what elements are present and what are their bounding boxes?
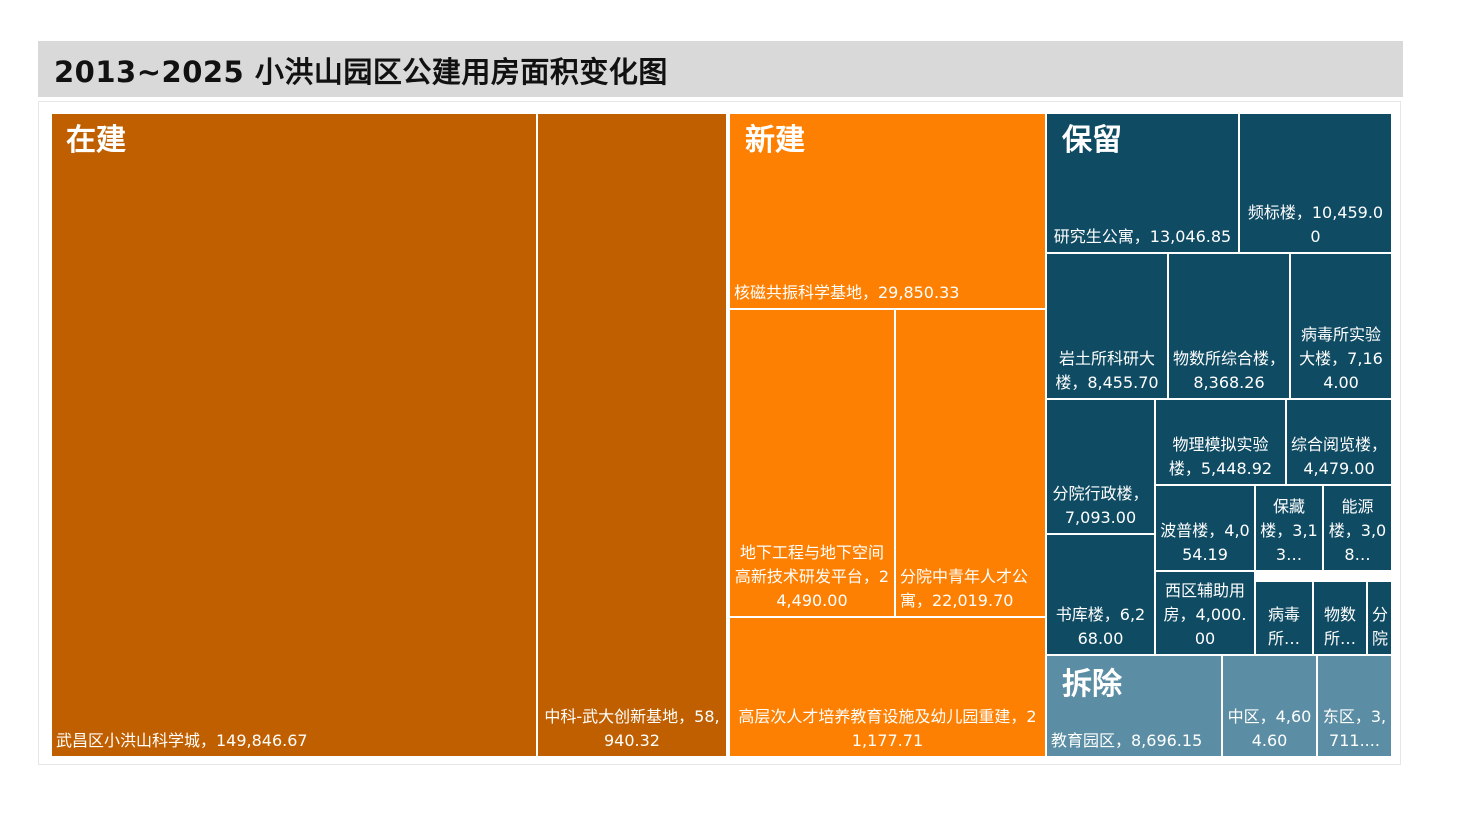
group-label-在建: 在建: [66, 123, 126, 158]
treemap-tile-书库楼: 书库楼，6,268.00: [1046, 534, 1155, 655]
treemap-tile-综合阅览楼: 综合阅览楼，4,479.00: [1286, 399, 1392, 485]
treemap-tile-分院中青年人才公寓: 分院中青年人才公寓，22,019.70: [895, 309, 1046, 617]
tile-label: 武昌区小洪山科学城，149,846.67: [56, 731, 308, 750]
treemap-tile-武昌区小洪山科学城: 武昌区小洪山科学城，149,846.67: [51, 113, 537, 757]
treemap-tile-频标楼: 频标楼，10,459.00: [1239, 113, 1392, 253]
tile-label: 高层次人才培养教育设施及幼儿园重建，21,177.71: [738, 707, 1037, 750]
treemap-tile-病毒所: 病毒所…: [1255, 581, 1313, 655]
tile-label: 西区辅助用房，4,000.00: [1163, 581, 1247, 648]
tile-label: 中区，4,604.60: [1227, 707, 1312, 750]
tile-label: 分院中青年人才公寓，22,019.70: [900, 567, 1029, 610]
chart-frame: 武昌区小洪山科学城，149,846.67 中科-武大创新基地，58,940.32 在…: [38, 101, 1401, 765]
treemap-tile-中科-武大创新基地: 中科-武大创新基地，58,940.32: [537, 113, 727, 757]
treemap-tile-分院行政楼: 分院行政楼，7,093.00: [1046, 399, 1155, 534]
tile-label: 中科-武大创新基地，58,940.32: [544, 707, 720, 750]
tile-label: 综合阅览楼，4,479.00: [1291, 435, 1388, 478]
treemap-tile-中区: 中区，4,604.60: [1222, 655, 1317, 757]
tile-label: 频标楼，10,459.00: [1247, 203, 1384, 246]
tile-label: 分院: [1372, 605, 1389, 648]
treemap-tile-岩土所科研大楼: 岩土所科研大楼，8,455.70: [1046, 253, 1168, 399]
tile-label: 能源楼，3,08…: [1328, 497, 1387, 564]
group-label-保留: 保留: [1062, 123, 1122, 158]
treemap-tile-东区: 东区，3,711....: [1317, 655, 1392, 757]
tile-label: 病毒所实验大楼，7,164.00: [1299, 325, 1383, 392]
title-bar: 2013~2025 小洪山园区公建用房面积变化图: [38, 41, 1403, 97]
tile-label: 病毒所…: [1267, 605, 1300, 648]
tile-label: 书库楼，6,268.00: [1055, 605, 1146, 648]
chart-title: 2013~2025 小洪山园区公建用房面积变化图: [54, 55, 668, 89]
tile-label: 研究生公寓，13,046.85: [1053, 227, 1232, 246]
treemap-tile-保藏楼: 保藏楼，3,13…: [1255, 485, 1323, 571]
tile-label: 物理模拟实验楼，5,448.92: [1168, 435, 1273, 478]
treemap-tile-能源楼: 能源楼，3,08…: [1323, 485, 1392, 571]
treemap-tile-波普楼: 波普楼，4,054.19: [1155, 485, 1255, 571]
treemap-tile-研究生公寓: 研究生公寓，13,046.85: [1046, 113, 1239, 253]
tile-label: 教育园区，8,696.15: [1051, 731, 1203, 750]
tile-label: 保藏楼，3,13…: [1260, 497, 1318, 564]
treemap-tile-病毒所实验大楼: 病毒所实验大楼，7,164.00: [1290, 253, 1392, 399]
tile-label: 东区，3,711....: [1322, 707, 1387, 750]
tile-label: 物数所…: [1323, 605, 1356, 648]
treemap-tile-分院: 分院: [1367, 581, 1392, 655]
treemap-tile-物理模拟实验楼: 物理模拟实验楼，5,448.92: [1155, 399, 1286, 485]
tile-label: 物数所综合楼，8,368.26: [1173, 349, 1286, 392]
treemap-tile-地下工程与地下空间高新技术研发平台: 地下工程与地下空间高新技术研发平台，24,490.00: [729, 309, 895, 617]
treemap-tile-核磁共振科学基地: 核磁共振科学基地，29,850.33: [729, 113, 1046, 309]
treemap-tile-教育园区: 教育园区，8,696.15: [1046, 655, 1222, 757]
tile-label: 地下工程与地下空间高新技术研发平台，24,490.00: [734, 543, 890, 610]
tile-label: 核磁共振科学基地，29,850.33: [734, 283, 960, 302]
tile-label: 分院行政楼，7,093.00: [1052, 484, 1149, 527]
tile-label: 波普楼，4,054.19: [1160, 521, 1250, 564]
treemap-tile-西区辅助用房: 西区辅助用房，4,000.00: [1155, 571, 1255, 655]
group-label-拆除: 拆除: [1062, 667, 1122, 702]
treemap-tile-物数所综合楼: 物数所综合楼，8,368.26: [1168, 253, 1290, 399]
tile-label: 岩土所科研大楼，8,455.70: [1055, 349, 1159, 392]
group-label-新建: 新建: [745, 123, 805, 158]
treemap-tile-物数所: 物数所…: [1313, 581, 1367, 655]
treemap-tile-高层次人才培养教育设施及幼儿园重建: 高层次人才培养教育设施及幼儿园重建，21,177.71: [729, 617, 1046, 757]
